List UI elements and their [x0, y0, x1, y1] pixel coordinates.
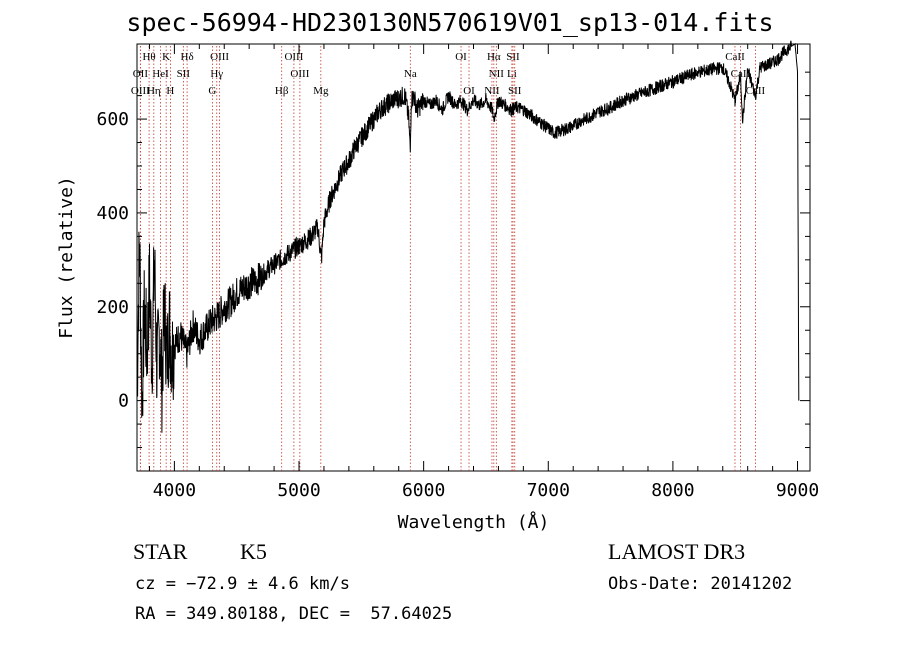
line-marker-label: NII	[484, 85, 500, 97]
y-tick-label: 0	[118, 391, 129, 412]
x-axis-label: Wavelength (Å)	[398, 511, 550, 533]
line-marker-label: CaII	[725, 51, 745, 63]
spectrum-line	[136, 40, 800, 433]
line-marker-label: Hβ	[275, 85, 289, 97]
line-marker-label: OIII	[131, 85, 150, 97]
line-marker-label: Hθ	[142, 51, 155, 63]
line-marker-label: SII	[508, 85, 522, 97]
line-marker-label: SII	[177, 68, 191, 80]
x-tick-label: 8000	[651, 480, 694, 501]
line-marker-label: HeI	[152, 68, 169, 80]
redshift-value: cz = −72.9 ± 4.6 km/s	[135, 574, 350, 594]
y-tick-label: 400	[96, 203, 129, 224]
survey-label: LAMOST DR3	[608, 539, 746, 564]
line-marker-label: Hγ	[210, 68, 223, 80]
line-marker-label: OIII	[284, 51, 303, 63]
line-marker-label: Hδ	[181, 51, 194, 63]
y-tick-label: 600	[96, 109, 129, 130]
line-marker-label: Hα	[487, 51, 501, 63]
coordinates: RA = 349.80188, DEC = 57.64025	[135, 604, 453, 624]
line-marker-label: SII	[506, 51, 520, 63]
line-marker-label: Na	[404, 68, 417, 80]
line-marker-label: H	[166, 85, 174, 97]
line-marker-label: OI	[463, 85, 475, 97]
line-marker-label: OIII	[290, 68, 309, 80]
line-marker-label: K	[162, 51, 170, 63]
line-marker-label: Hη	[147, 85, 161, 97]
line-marker-label: OIII	[210, 51, 229, 63]
line-marker-label: G	[208, 85, 216, 97]
chart-title: spec-56994-HD230130N570619V01_sp13-014.f…	[126, 8, 774, 37]
line-marker-label: OI	[455, 51, 467, 63]
plot-frame	[136, 43, 811, 472]
object-class: STAR	[133, 539, 188, 564]
x-tick-label: 7000	[527, 480, 570, 501]
line-marker-label: NII	[489, 68, 505, 80]
x-tick-label: 5000	[277, 480, 320, 501]
x-tick-label: 9000	[776, 480, 819, 501]
y-tick-label: 200	[96, 297, 129, 318]
object-subclass: K5	[240, 539, 267, 564]
obs-date: Obs-Date: 20141202	[608, 574, 793, 594]
x-tick-label: 4000	[153, 480, 196, 501]
line-marker-label: CaII	[746, 85, 766, 97]
line-marker-label: Li	[507, 68, 517, 80]
line-marker-label: Mg	[313, 85, 329, 97]
x-tick-label: 6000	[402, 480, 445, 501]
y-axis-label: Flux (relative)	[56, 176, 77, 339]
